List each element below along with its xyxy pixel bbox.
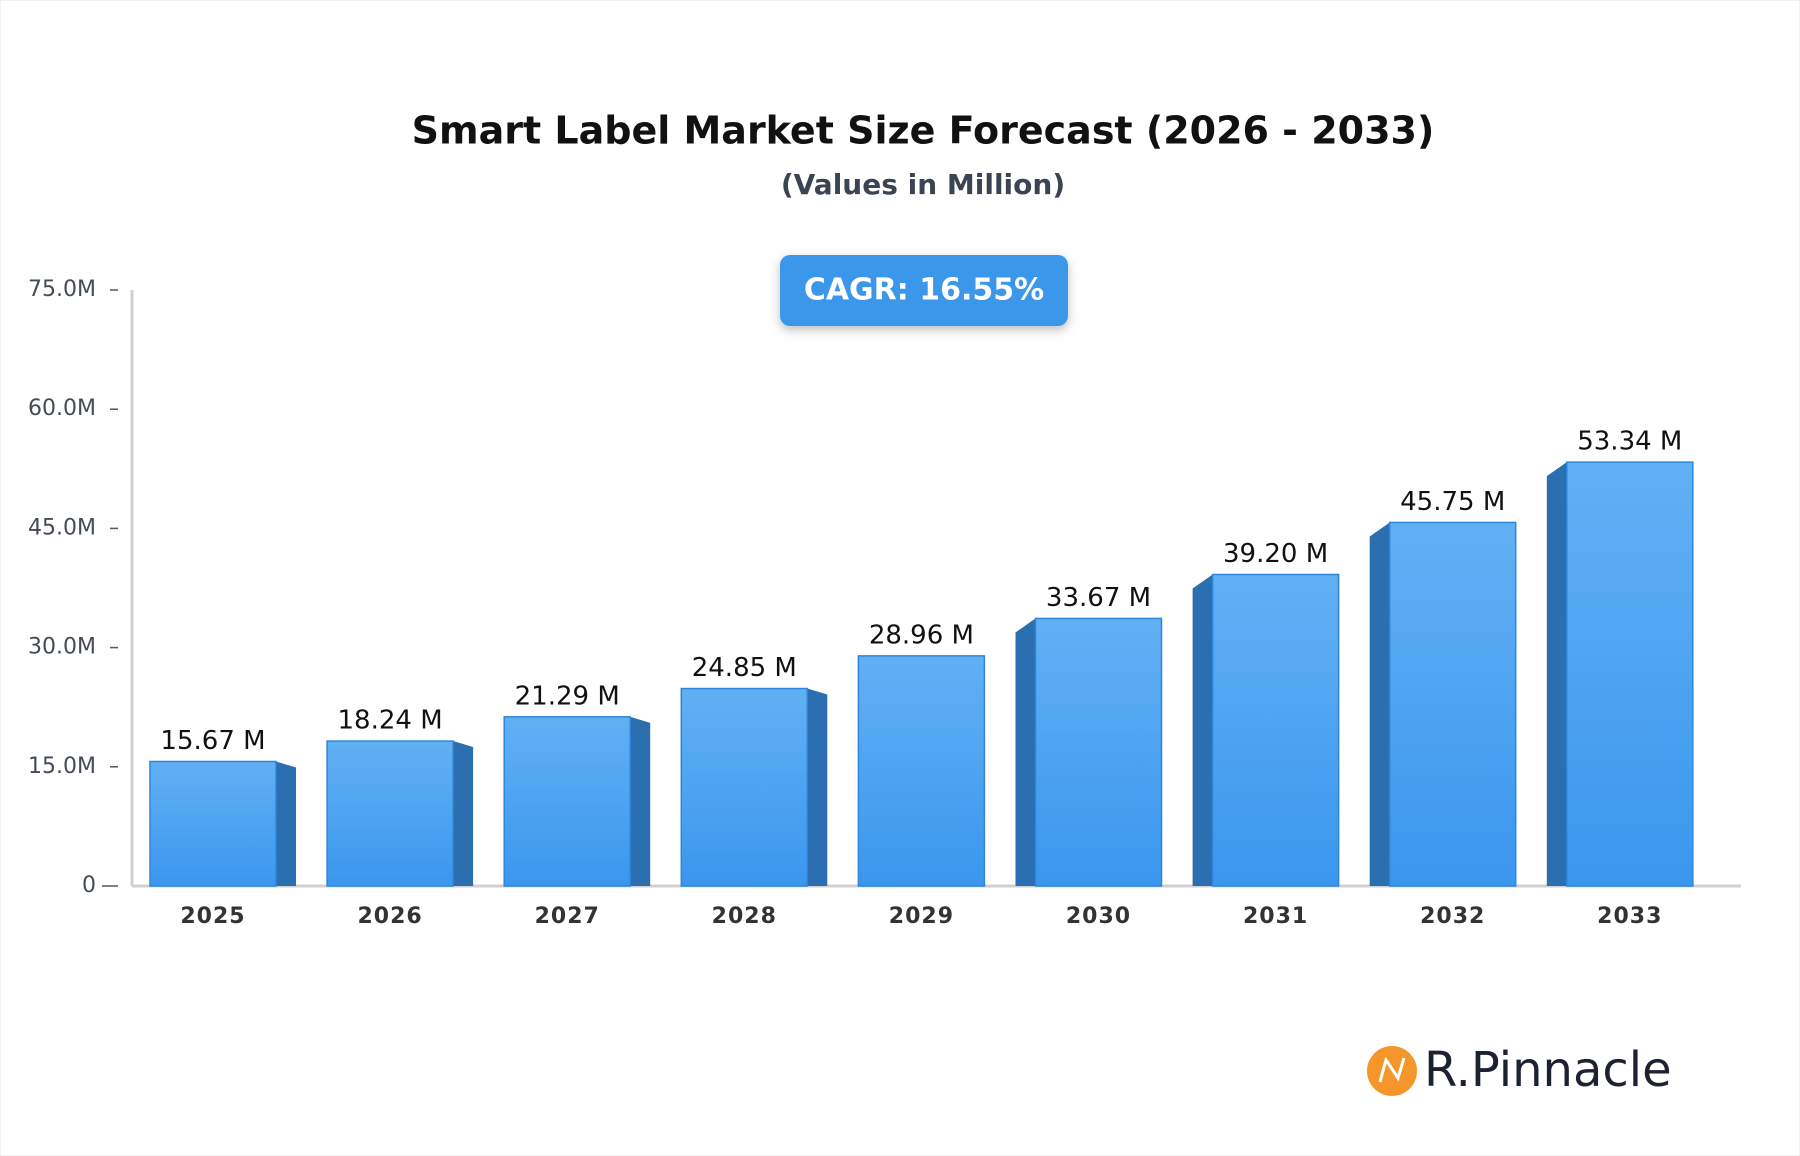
x-tick-label: 2025 (180, 904, 245, 929)
value-label: 33.67 M (1046, 583, 1151, 613)
x-tick-label: 2026 (357, 904, 422, 929)
bar (326, 740, 454, 887)
bar-side (807, 688, 828, 886)
value-label: 18.24 M (338, 706, 443, 736)
logo-glyph (1378, 1056, 1406, 1083)
value-label: 39.20 M (1223, 539, 1328, 569)
x-tick-label: 2033 (1597, 904, 1662, 929)
y-tick-label: 0 (82, 873, 96, 898)
bar (1566, 461, 1694, 887)
bar-side (630, 716, 651, 886)
bar-side (1015, 618, 1036, 886)
bar (503, 716, 631, 887)
brand-name: R.Pinnacle (1424, 1042, 1672, 1098)
bar-side (276, 761, 296, 886)
chart-title: Smart Label Market Size Forecast (2026 -… (412, 109, 1435, 153)
x-tick-label: 2030 (1066, 904, 1131, 929)
y-tick-label: 15.0M (28, 754, 96, 779)
value-label: 15.67 M (160, 726, 265, 756)
x-tick-label: 2032 (1420, 904, 1485, 929)
bar (1211, 573, 1340, 887)
x-tick-label: 2029 (889, 904, 954, 929)
bar-side (1192, 574, 1213, 886)
value-label: 45.75 M (1400, 487, 1505, 517)
bar-side (453, 741, 474, 886)
x-tick-label: 2031 (1243, 904, 1308, 929)
value-label: 21.29 M (515, 681, 620, 711)
bar-side (1546, 462, 1567, 886)
x-tick-label: 2028 (712, 904, 777, 929)
cagr-badge (780, 255, 1068, 326)
bar (1388, 521, 1517, 887)
x-tick-label: 2027 (535, 904, 600, 929)
logo: R.Pinnacle (1367, 1042, 1672, 1098)
value-label: 53.34 M (1577, 427, 1682, 457)
y-tick-label: 30.0M (28, 635, 96, 660)
value-label: 28.96 M (869, 620, 974, 650)
bar (857, 655, 986, 887)
bar (680, 687, 809, 887)
bar (1034, 617, 1163, 887)
y-tick-label: 75.0M (28, 277, 96, 302)
cagr-text: CAGR: 16.55% (804, 273, 1044, 308)
chart-subtitle: (Values in Million) (781, 168, 1065, 201)
bar (149, 760, 277, 887)
y-tick-label: 45.0M (28, 515, 96, 540)
bar-side (1369, 522, 1390, 886)
value-label: 24.85 M (692, 653, 797, 683)
y-tick-label: 60.0M (28, 396, 96, 421)
